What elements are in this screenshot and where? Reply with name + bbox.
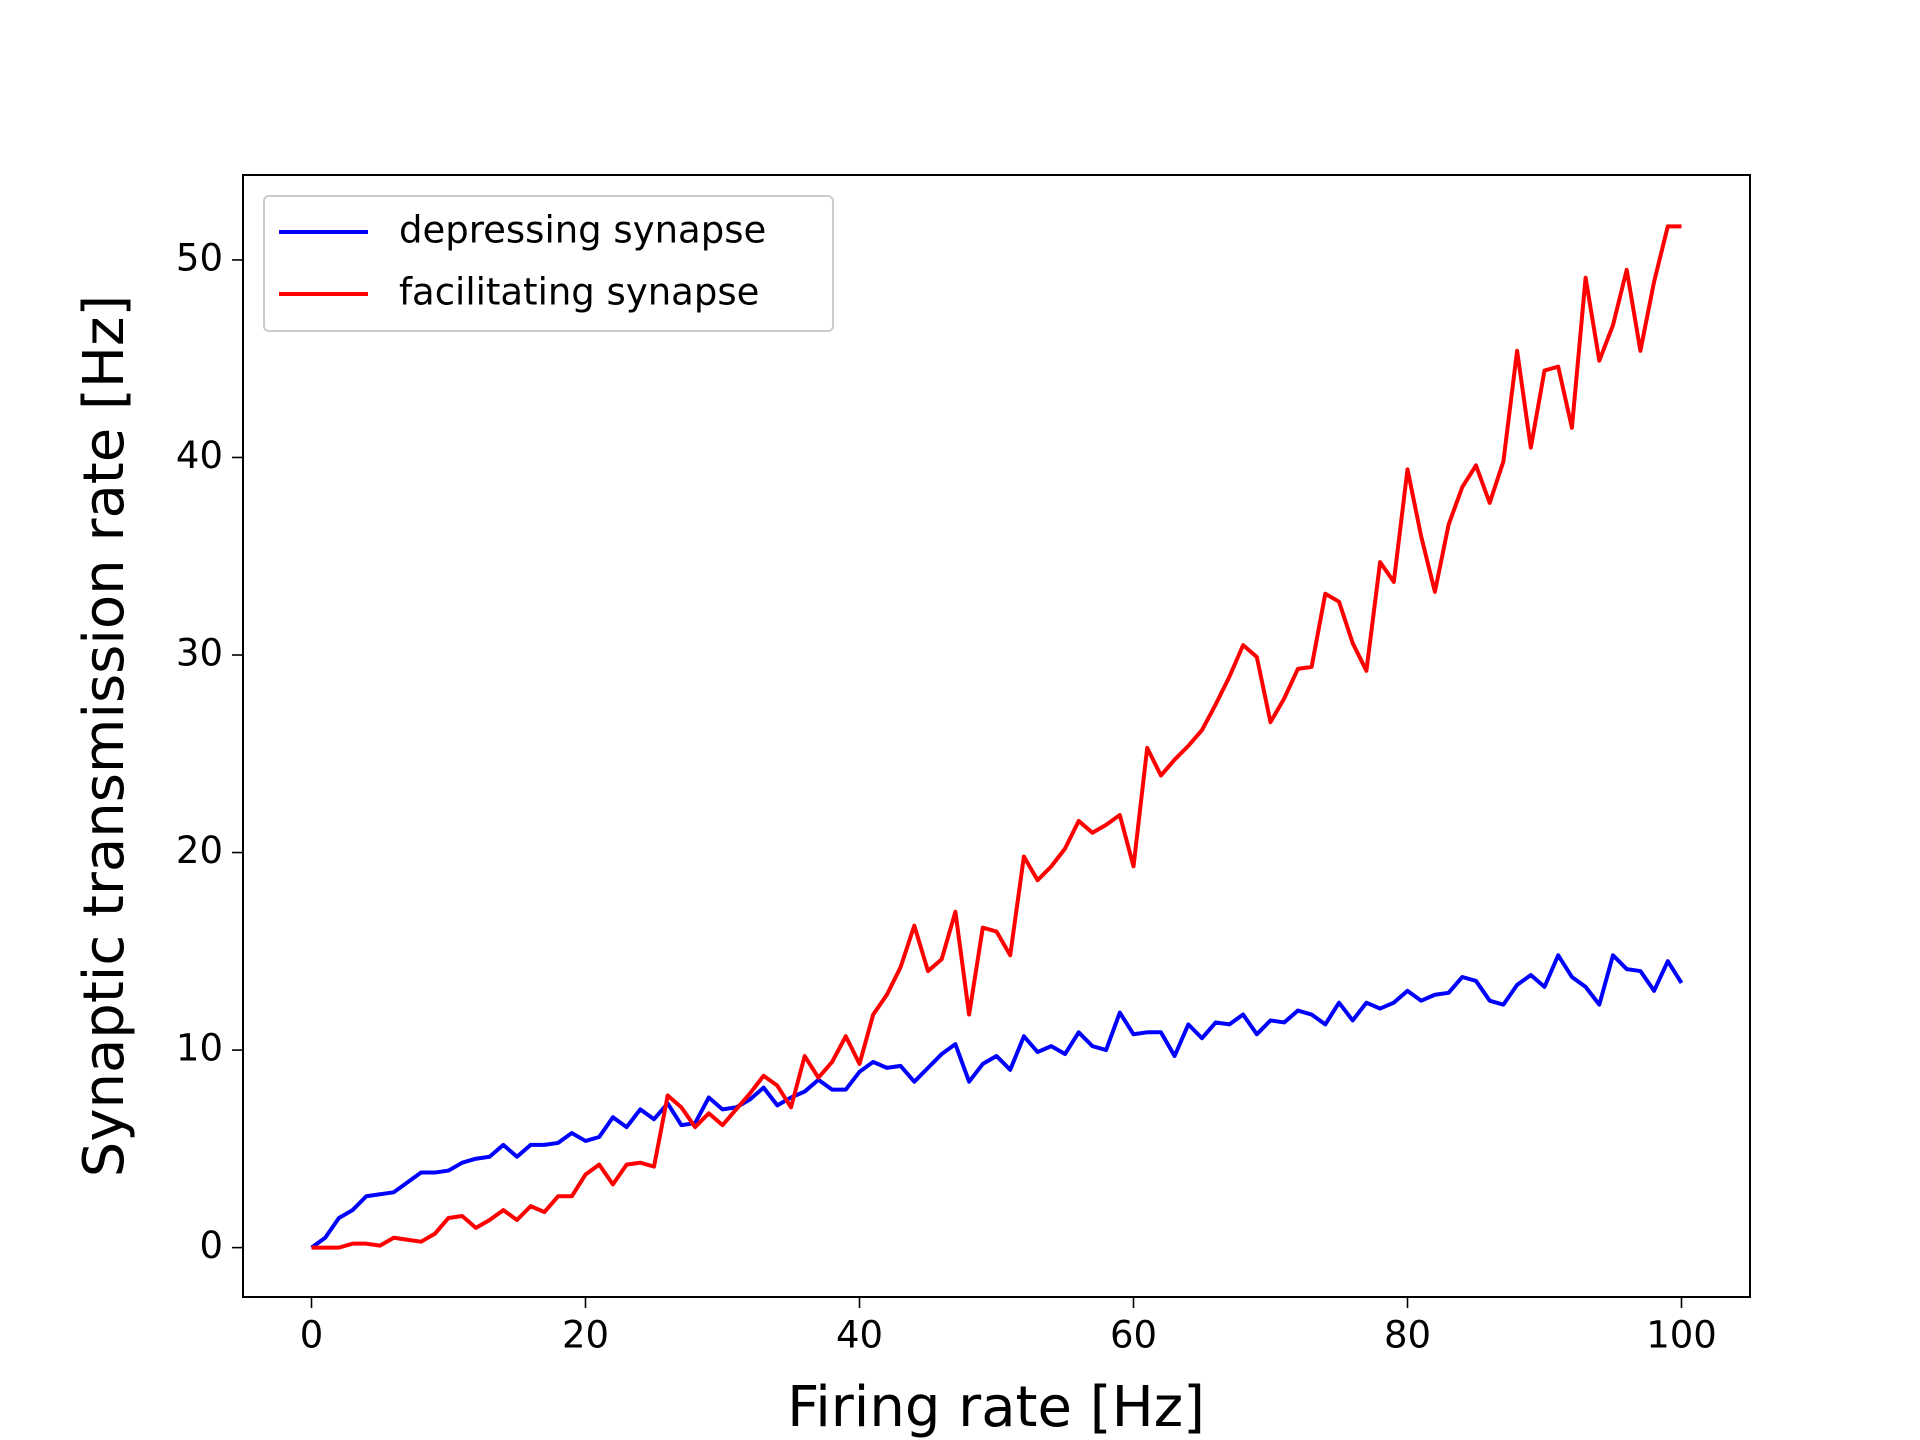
x-tick-label: 80 xyxy=(1384,1314,1431,1357)
legend-label: facilitating synapse xyxy=(399,271,759,314)
x-tick-label: 60 xyxy=(1110,1314,1157,1357)
y-tick-label: 30 xyxy=(176,632,223,675)
y-tick-label: 10 xyxy=(176,1027,223,1070)
x-tick-label: 40 xyxy=(836,1314,883,1357)
legend-label: depressing synapse xyxy=(399,209,766,252)
x-tick-label: 100 xyxy=(1646,1314,1717,1357)
y-tick-label: 0 xyxy=(199,1224,223,1267)
y-tick-label: 40 xyxy=(176,434,223,477)
y-tick-label: 20 xyxy=(176,829,223,872)
y-tick-label: 50 xyxy=(176,236,223,279)
data-line xyxy=(311,224,1682,1250)
x-axis-label: Firing rate [Hz] xyxy=(787,1375,1205,1440)
legend-box xyxy=(263,195,834,332)
x-tick-label: 0 xyxy=(300,1314,324,1357)
x-tick-label: 20 xyxy=(562,1314,609,1357)
y-axis-label: Synaptic transmission rate [Hz] xyxy=(72,295,137,1177)
plot-frame xyxy=(242,174,1751,1298)
data-line xyxy=(310,953,1684,1250)
